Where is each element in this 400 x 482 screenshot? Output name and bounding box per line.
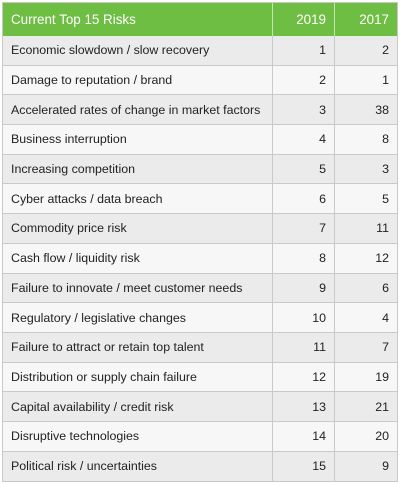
rank-2019-cell: 6 xyxy=(273,184,335,214)
header-year-2019: 2019 xyxy=(273,3,335,36)
rank-2017-cell: 21 xyxy=(375,399,389,414)
table-row: Disruptive technologies 14 20 xyxy=(3,421,397,452)
table-row: Regulatory / legislative changes 10 4 xyxy=(3,303,397,333)
rank-2017-cell: 4 xyxy=(382,310,389,325)
rank-2019-cell: 11 xyxy=(273,332,335,362)
risk-name-cell: Failure to attract or retain top talent xyxy=(3,332,273,362)
rank-2019-cell: 10 xyxy=(273,303,335,332)
header-year-2017: 2017 xyxy=(359,12,389,27)
rank-2019-cell: 3 xyxy=(273,95,335,125)
risk-name-cell: Increasing competition xyxy=(3,154,273,184)
rank-2017-cell: 38 xyxy=(375,102,389,117)
risk-name-cell: Accelerated rates of change in market fa… xyxy=(3,95,273,125)
rank-2017-cell: 9 xyxy=(382,459,389,474)
rank-2017-cell: 1 xyxy=(382,73,389,88)
table-row: Failure to attract or retain top talent 1… xyxy=(3,332,397,363)
rank-2017-cell: 3 xyxy=(382,162,389,177)
rank-2019-cell: 4 xyxy=(273,125,335,154)
rank-2019-cell: 1 xyxy=(273,36,335,65)
risk-name-cell: Damage to reputation / brand xyxy=(3,65,273,95)
risk-name-cell: Cash flow / liquidity risk xyxy=(3,243,273,273)
rank-2019-cell: 7 xyxy=(273,214,335,243)
rank-2019-cell: 15 xyxy=(273,451,335,482)
risk-name-cell: Economic slowdown / slow recovery xyxy=(3,36,273,65)
rank-2017-cell: 11 xyxy=(376,221,389,236)
table-row: Political risk / uncertainties 15 9 xyxy=(3,451,397,482)
rank-2017-cell: 19 xyxy=(375,369,389,384)
table-row: Distribution or supply chain failure 12 19 xyxy=(3,362,397,393)
rank-2017-cell: 20 xyxy=(375,429,389,444)
rank-2019-cell: 2 xyxy=(273,65,335,95)
table-row: Failure to innovate / meet customer need… xyxy=(3,273,397,304)
rank-2019-cell: 12 xyxy=(273,362,335,392)
table-row: Cash flow / liquidity risk 8 12 xyxy=(3,243,397,274)
table-row: Damage to reputation / brand 2 1 xyxy=(3,65,397,96)
rank-2019-cell: 9 xyxy=(273,273,335,303)
rank-2017-cell: 12 xyxy=(375,251,389,266)
table-row: Cyber attacks / data breach 6 5 xyxy=(3,184,397,215)
rank-2019-cell: 8 xyxy=(273,243,335,273)
rank-2017-cell: 7 xyxy=(382,340,389,355)
table-body: Economic slowdown / slow recovery 1 2 Damag… xyxy=(3,36,397,482)
rank-2017-cell: 2 xyxy=(382,43,389,58)
risk-name-cell: Distribution or supply chain failure xyxy=(3,362,273,392)
risk-name-cell: Capital availability / credit risk xyxy=(3,392,273,421)
table-row: Commodity price risk 7 11 xyxy=(3,214,397,244)
table-row: Accelerated rates of change in market fa… xyxy=(3,95,397,126)
risk-name-cell: Political risk / uncertainties xyxy=(3,451,273,482)
risk-name-cell: Business interruption xyxy=(3,125,273,154)
table-row: Business interruption 4 8 xyxy=(3,125,397,155)
table-row: Capital availability / credit risk 13 21 xyxy=(3,392,397,422)
risk-name-cell: Failure to innovate / meet customer need… xyxy=(3,273,273,303)
risk-name-cell: Regulatory / legislative changes xyxy=(3,303,273,332)
rank-2017-cell: 8 xyxy=(382,132,389,147)
rank-2019-cell: 5 xyxy=(273,154,335,184)
header-risk: Current Top 15 Risks xyxy=(3,3,273,36)
table-row: Increasing competition 5 3 xyxy=(3,154,397,185)
table-row: Economic slowdown / slow recovery 1 2 xyxy=(3,36,397,66)
rank-2019-cell: 13 xyxy=(273,392,335,421)
risk-name-cell: Cyber attacks / data breach xyxy=(3,184,273,214)
rank-2017-cell: 6 xyxy=(382,280,389,295)
risk-name-cell: Disruptive technologies xyxy=(3,421,273,451)
risk-name-cell: Commodity price risk xyxy=(3,214,273,243)
table-header-row: Current Top 15 Risks 2019 2017 xyxy=(3,3,397,36)
rank-2019-cell: 14 xyxy=(273,421,335,451)
rank-2017-cell: 5 xyxy=(382,191,389,206)
